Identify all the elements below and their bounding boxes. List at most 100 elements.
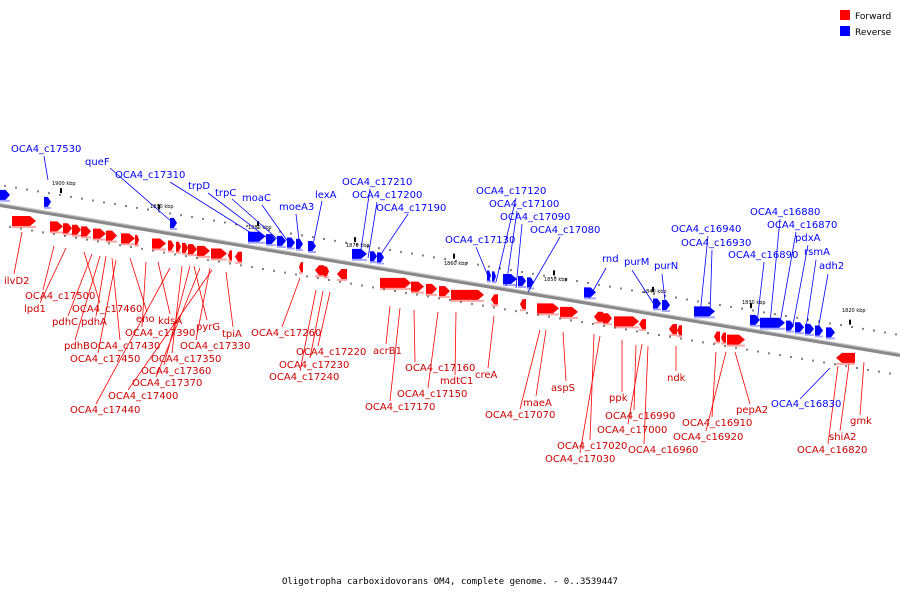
gene-label[interactable]: pdhB [64, 341, 90, 352]
gene-label[interactable]: OCA4_c16990 [605, 411, 675, 422]
gene-label[interactable]: purN [654, 261, 678, 272]
gene-label[interactable]: OCA4_c17130 [445, 235, 515, 246]
gene-label[interactable]: trpC [215, 188, 236, 199]
reverse-leader-line [709, 249, 713, 317]
gene-label[interactable]: pdhC [52, 317, 78, 328]
gene-label[interactable]: OCA4_c17070 [485, 410, 555, 421]
gene-label[interactable]: OCA4_c16820 [797, 445, 867, 456]
gene-label[interactable]: eno [136, 314, 155, 325]
gene-label[interactable]: OCA4_c16940 [671, 224, 741, 235]
gene-label[interactable]: pyrG [196, 322, 220, 333]
gene-label[interactable]: OCA4_c17080 [530, 225, 600, 236]
gene-label[interactable]: acrB1 [373, 346, 402, 357]
gene-label[interactable]: maeA [523, 398, 552, 409]
forward-leader-line [95, 255, 107, 317]
gene-label[interactable]: OCA4_c16920 [673, 432, 743, 443]
gene-label[interactable]: gmk [850, 416, 872, 427]
forward-gene-arrow [677, 325, 682, 336]
reverse-gene-arrow [487, 270, 491, 281]
forward-gene-arrow [426, 283, 437, 294]
gene-label[interactable]: trpD [188, 181, 210, 192]
forward-leader-line [705, 351, 727, 432]
gene-label[interactable]: OCA4_c17200 [352, 190, 422, 201]
gene-label[interactable]: moaC [242, 193, 271, 204]
gene-label[interactable]: OCA4_c16880 [750, 207, 820, 218]
forward-leader-line [827, 365, 839, 445]
forward-leader-line [389, 307, 401, 402]
gene-label[interactable]: OCA4_c17530 [11, 144, 81, 155]
gene-label[interactable]: OCA4_c17440 [70, 405, 140, 416]
gene-label[interactable]: OCA4_c17190 [376, 203, 446, 214]
gene-label[interactable]: adh2 [819, 261, 844, 272]
gene-label[interactable]: OCA4_c17390 [125, 328, 195, 339]
kbp-label: 1820 kbp [842, 308, 866, 314]
label-leader-lines [13, 155, 865, 454]
gene-label[interactable]: ndk [667, 373, 686, 384]
gene-label[interactable]: OCA4_c17220 [296, 347, 366, 358]
forward-leader-line [129, 257, 148, 313]
forward-gene-arrow [836, 352, 855, 363]
gene-label[interactable]: lexA [315, 190, 337, 201]
gene-label[interactable]: OCA4_c17370 [132, 378, 202, 389]
tick-marks [4, 184, 897, 375]
gene-label[interactable]: OCA4_c17460 [72, 304, 142, 315]
reverse-leader-line [359, 188, 371, 257]
forward-leader-line [163, 265, 191, 366]
gene-label[interactable]: OCA4_c17330 [180, 341, 250, 352]
gene-label[interactable]: OCA4_c17310 [115, 170, 185, 181]
gene-label[interactable]: OCA4_c17210 [342, 177, 412, 188]
gene-label[interactable]: creA [475, 370, 498, 381]
forward-leader-line [839, 363, 850, 432]
gene-label[interactable]: shiA2 [829, 432, 857, 443]
gene-label[interactable]: OCA4_c17260 [251, 328, 321, 339]
gene-label[interactable]: OCA4_c17360 [141, 366, 211, 377]
gene-label[interactable]: purM [624, 257, 649, 268]
forward-leader-line [643, 345, 649, 445]
gene-label[interactable]: ppk [609, 393, 628, 404]
gene-label[interactable]: OCA4_c17230 [279, 360, 349, 371]
gene-label[interactable]: pdxA [795, 233, 821, 244]
gene-label[interactable]: lpd1 [24, 304, 46, 315]
gene-label[interactable]: OCA4_c16890 [728, 250, 798, 261]
forward-gene-arrow [235, 251, 242, 262]
gene-label[interactable]: aspS [551, 383, 575, 394]
kbp-label: 1840 kbp [643, 289, 667, 295]
gene-label[interactable]: OCA4_c16960 [628, 445, 698, 456]
reverse-gene-arrow [0, 189, 10, 200]
gene-label[interactable]: tpiA [222, 329, 242, 340]
gene-label[interactable]: OCA4_c17090 [500, 212, 570, 223]
gene-label[interactable]: OCA4_c17170 [365, 402, 435, 413]
gene-label[interactable]: mdtC1 [440, 376, 473, 387]
gene-label[interactable]: kdsA [158, 316, 182, 327]
gene-label[interactable]: OCA4_c17030 [545, 454, 615, 465]
forward-gene-arrow [324, 266, 329, 277]
gene-label[interactable]: OCA4_c17450 [70, 354, 140, 365]
forward-leader-line [589, 333, 595, 441]
gene-label[interactable]: OCA4_c17240 [269, 372, 339, 383]
gene-label[interactable]: OCA4_c17120 [476, 186, 546, 197]
reverse-leader-line [515, 223, 523, 289]
gene-label[interactable]: OCA4_c17160 [405, 363, 475, 374]
gene-label[interactable]: pdhA [81, 317, 107, 328]
gene-label[interactable]: OCA4_c17400 [108, 391, 178, 402]
gene-label[interactable]: moeA3 [279, 202, 314, 213]
gene-label[interactable]: queF [85, 157, 110, 168]
gene-label[interactable]: OCA4_c17020 [557, 441, 627, 452]
gene-label[interactable]: OCA4_c17150 [397, 389, 467, 400]
gene-label[interactable]: OCA4_c17000 [597, 425, 667, 436]
gene-label[interactable]: pepA2 [736, 405, 768, 416]
gene-label[interactable]: rsmA [804, 247, 830, 258]
gene-label[interactable]: OCA4_c17500 [25, 291, 95, 302]
gene-label[interactable]: OCA4_c16910 [682, 418, 752, 429]
gene-label[interactable]: OCA4_c16830 [771, 399, 841, 410]
gene-label[interactable]: OCA4_c17430 [90, 341, 160, 352]
gene-label[interactable]: OCA4_c16870 [767, 220, 837, 231]
gene-label[interactable]: OCA4_c17350 [151, 354, 221, 365]
gene-label[interactable]: OCA4_c16930 [681, 238, 751, 249]
reverse-gene-arrow [815, 325, 823, 336]
forward-gene-arrow [81, 226, 91, 237]
gene-label[interactable]: OCA4_c17100 [489, 199, 559, 210]
gene-label[interactable]: ilvD2 [4, 276, 30, 287]
gene-label[interactable]: rnd [602, 254, 619, 265]
